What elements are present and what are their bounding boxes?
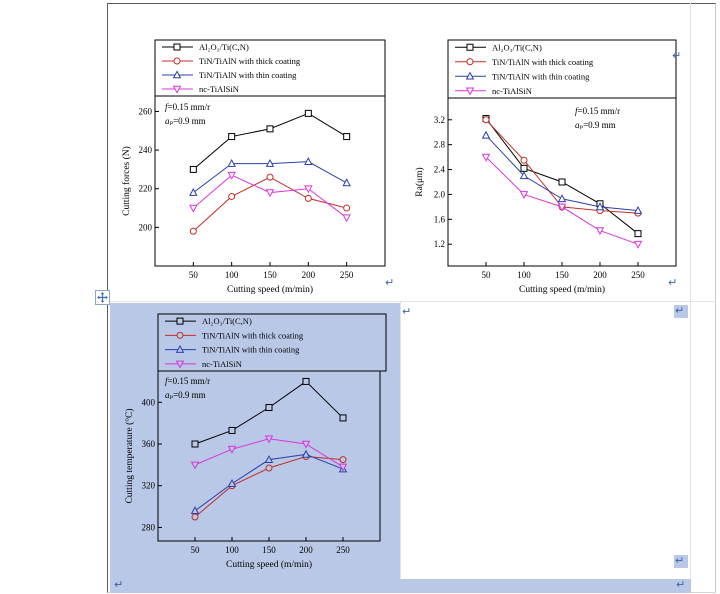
svg-text:Cutting temperature (°C): Cutting temperature (°C) — [124, 408, 135, 503]
svg-text:f=0.15 mm/r: f=0.15 mm/r — [165, 376, 210, 386]
paragraph-mark: ↵ — [114, 578, 124, 591]
svg-text:1.6: 1.6 — [434, 214, 446, 224]
svg-text:TiN/TiAlN with thin coating: TiN/TiAlN with thin coating — [199, 70, 297, 80]
svg-text:200: 200 — [593, 270, 607, 280]
svg-text:Cutting speed (m/min): Cutting speed (m/min) — [519, 284, 605, 295]
svg-text:TiN/TiAlN with thick coating: TiN/TiAlN with thick coating — [492, 57, 594, 67]
svg-text:nc-TiAlSiN: nc-TiAlSiN — [492, 86, 532, 96]
svg-text:2.4: 2.4 — [434, 165, 446, 175]
paragraph-mark: ↵ — [668, 276, 678, 289]
svg-text:Al₂O₃/Ti(C,N): Al₂O₃/Ti(C,N) — [492, 42, 542, 52]
svg-text:280: 280 — [142, 522, 156, 532]
svg-text:TiN/TiAlN with thick coating: TiN/TiAlN with thick coating — [199, 56, 301, 66]
paragraph-mark: ↵ — [402, 305, 412, 318]
svg-text:320: 320 — [142, 481, 156, 491]
svg-text:Al₂O₃/Ti(C,N): Al₂O₃/Ti(C,N) — [202, 316, 252, 326]
svg-text:2.8: 2.8 — [434, 140, 446, 150]
paragraph-mark: ↵ — [675, 554, 685, 567]
svg-text:100: 100 — [517, 270, 531, 280]
table-column-divider — [400, 301, 401, 593]
svg-text:250: 250 — [336, 545, 350, 555]
table-move-handle[interactable] — [95, 290, 110, 305]
svg-text:Cutting speed (m/min): Cutting speed (m/min) — [226, 559, 312, 570]
svg-text:50: 50 — [191, 545, 201, 555]
table-right-gridline — [690, 3, 691, 593]
svg-text:Cutting speed (m/min): Cutting speed (m/min) — [227, 284, 313, 295]
svg-text:aₚ=0.9 mm: aₚ=0.9 mm — [165, 116, 206, 126]
move-arrows-icon — [97, 292, 108, 303]
svg-text:TiN/TiAlN with thin coating: TiN/TiAlN with thin coating — [202, 345, 300, 355]
paragraph-mark: ↵ — [676, 578, 686, 591]
table-row-divider — [107, 301, 716, 302]
svg-text:f=0.15 mm/r: f=0.15 mm/r — [575, 106, 620, 116]
svg-text:100: 100 — [225, 270, 239, 280]
svg-text:150: 150 — [263, 270, 277, 280]
svg-text:2.0: 2.0 — [434, 189, 446, 199]
svg-text:260: 260 — [139, 106, 153, 116]
svg-text:f=0.15 mm/r: f=0.15 mm/r — [165, 102, 210, 112]
svg-text:250: 250 — [631, 270, 645, 280]
surface-roughness-chart[interactable]: 1.2 1.6 2.0 2.4 2.8 3.2 50 100 150 200 250 Al₂O₃/Ti… — [408, 6, 693, 302]
svg-text:250: 250 — [340, 270, 354, 280]
svg-text:400: 400 — [142, 397, 156, 407]
svg-text:nc-TiAlSiN: nc-TiAlSiN — [202, 359, 242, 369]
svg-text:50: 50 — [189, 270, 199, 280]
svg-text:150: 150 — [262, 545, 276, 555]
end-of-row-marker: ↵ — [674, 305, 688, 318]
svg-text:aₚ=0.9 mm: aₚ=0.9 mm — [575, 120, 616, 130]
paragraph-mark: ↵ — [385, 276, 395, 289]
svg-text:Ra(μm): Ra(μm) — [414, 167, 425, 196]
svg-text:3.2: 3.2 — [434, 115, 445, 125]
cutting-force-chart[interactable]: 200 220 240 260 50 100 150 200 250 Al₂O₃/Ti(C,N) T… — [118, 6, 403, 302]
paragraph-mark: ↵ — [672, 49, 682, 62]
selection-highlight-row — [110, 579, 691, 593]
svg-text:TiN/TiAlN with thick coating: TiN/TiAlN with thick coating — [202, 330, 304, 340]
svg-text:aₚ=0.9 mm: aₚ=0.9 mm — [165, 390, 206, 400]
svg-text:TiN/TiAlN with thin coating: TiN/TiAlN with thin coating — [492, 71, 590, 81]
svg-text:50: 50 — [482, 270, 492, 280]
svg-text:200: 200 — [302, 270, 316, 280]
svg-text:1.2: 1.2 — [434, 239, 445, 249]
svg-text:240: 240 — [139, 145, 153, 155]
svg-text:360: 360 — [142, 439, 156, 449]
cutting-temperature-chart[interactable]: 280 320 360 400 50 100 150 200 250 Al₂O₃/Ti(C,N) T… — [118, 300, 403, 594]
svg-text:200: 200 — [299, 545, 313, 555]
end-of-row-marker: ↵ — [674, 555, 688, 568]
svg-text:Cutting forces (N): Cutting forces (N) — [121, 146, 132, 216]
svg-text:200: 200 — [139, 222, 153, 232]
svg-text:220: 220 — [139, 184, 153, 194]
svg-text:Al₂O₃/Ti(C,N): Al₂O₃/Ti(C,N) — [199, 42, 249, 52]
svg-text:100: 100 — [225, 545, 239, 555]
svg-text:150: 150 — [555, 270, 569, 280]
paragraph-mark: ↵ — [675, 304, 685, 317]
svg-text:nc-TiAlSiN: nc-TiAlSiN — [199, 84, 239, 94]
